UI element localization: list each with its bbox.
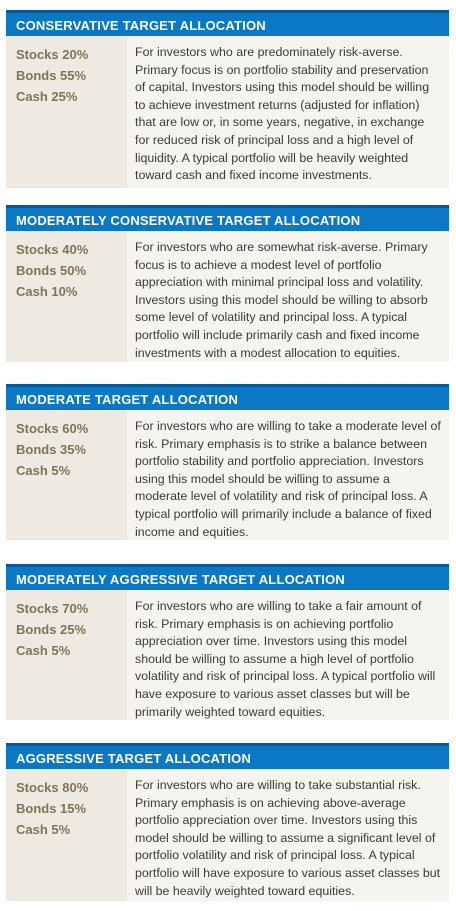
card-body: Stocks 60% Bonds 35% Cash 5% For investo… (6, 410, 449, 540)
card-body: Stocks 80% Bonds 15% Cash 5% For investo… (6, 769, 449, 901)
bonds-allocation: Bonds 15% (16, 801, 87, 816)
allocation-description: For investors who are predominately risk… (135, 45, 430, 183)
allocation-card-moderately-aggressive: MODERATELY AGGRESSIVE TARGET ALLOCATION … (6, 564, 449, 720)
bonds-allocation: Bonds 50% (16, 263, 87, 278)
stocks-allocation: Stocks 80% (16, 780, 89, 795)
allocation-breakdown: Stocks 40% Bonds 50% Cash 10% (6, 231, 127, 362)
card-title: MODERATE TARGET ALLOCATION (6, 384, 449, 410)
stocks-allocation: Stocks 20% (16, 47, 89, 62)
stocks-allocation: Stocks 70% (16, 601, 89, 616)
cash-allocation: Cash 25% (16, 89, 78, 104)
card-title: MODERATELY CONSERVATIVE TARGET ALLOCATIO… (6, 205, 449, 231)
bonds-allocation: Bonds 35% (16, 442, 87, 457)
allocation-breakdown: Stocks 70% Bonds 25% Cash 5% (6, 590, 127, 720)
allocation-breakdown: Stocks 60% Bonds 35% Cash 5% (6, 410, 127, 540)
allocation-description: For investors who are willing to take a … (135, 599, 436, 719)
allocation-card-aggressive: AGGRESSIVE TARGET ALLOCATION Stocks 80% … (6, 743, 449, 901)
stocks-allocation: Stocks 60% (16, 421, 89, 436)
stocks-allocation: Stocks 40% (16, 242, 89, 257)
allocation-card-conservative: CONSERVATIVE TARGET ALLOCATION Stocks 20… (6, 10, 449, 188)
cash-allocation: Cash 5% (16, 463, 71, 478)
card-title: MODERATELY AGGRESSIVE TARGET ALLOCATION (6, 564, 449, 590)
bonds-allocation: Bonds 25% (16, 622, 87, 637)
allocation-breakdown: Stocks 20% Bonds 55% Cash 25% (6, 36, 127, 188)
bonds-allocation: Bonds 55% (16, 68, 87, 83)
allocation-description: For investors who are somewhat risk-aver… (135, 240, 428, 360)
allocation-card-moderately-conservative: MODERATELY CONSERVATIVE TARGET ALLOCATIO… (6, 205, 449, 362)
allocation-description: For investors who are willing to take su… (135, 778, 441, 898)
card-title: AGGRESSIVE TARGET ALLOCATION (6, 743, 449, 769)
card-body: Stocks 70% Bonds 25% Cash 5% For investo… (6, 590, 449, 720)
allocation-description: For investors who are willing to take a … (135, 419, 441, 539)
cash-allocation: Cash 10% (16, 284, 78, 299)
card-body: Stocks 20% Bonds 55% Cash 25% For invest… (6, 36, 449, 188)
allocation-card-moderate: MODERATE TARGET ALLOCATION Stocks 60% Bo… (6, 384, 449, 540)
cash-allocation: Cash 5% (16, 643, 71, 658)
card-body: Stocks 40% Bonds 50% Cash 10% For invest… (6, 231, 449, 362)
cash-allocation: Cash 5% (16, 822, 71, 837)
allocation-breakdown: Stocks 80% Bonds 15% Cash 5% (6, 769, 127, 901)
card-title: CONSERVATIVE TARGET ALLOCATION (6, 10, 449, 36)
